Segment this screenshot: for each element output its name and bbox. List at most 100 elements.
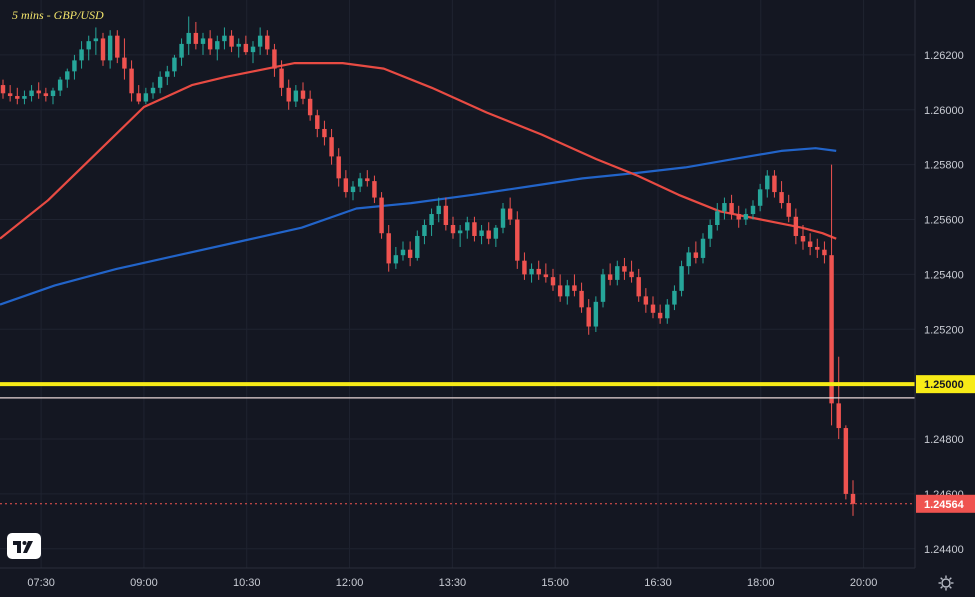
candle[interactable] bbox=[157, 71, 163, 94]
candle[interactable] bbox=[350, 181, 356, 201]
candle[interactable] bbox=[486, 222, 491, 245]
candle[interactable] bbox=[700, 233, 706, 264]
candle[interactable] bbox=[379, 192, 384, 239]
candle[interactable] bbox=[400, 241, 406, 261]
candle[interactable] bbox=[622, 257, 627, 280]
candle[interactable] bbox=[565, 279, 570, 305]
candle[interactable] bbox=[807, 233, 813, 256]
candle[interactable] bbox=[436, 197, 441, 223]
candle[interactable] bbox=[843, 425, 849, 500]
candle[interactable] bbox=[215, 35, 220, 61]
candle[interactable] bbox=[336, 148, 341, 187]
candle[interactable] bbox=[222, 27, 227, 50]
candle[interactable] bbox=[15, 87, 20, 105]
candle[interactable] bbox=[79, 41, 84, 69]
candle[interactable] bbox=[250, 41, 256, 64]
candle[interactable] bbox=[243, 35, 249, 55]
candle[interactable] bbox=[543, 263, 549, 283]
candle[interactable] bbox=[479, 225, 484, 245]
candle[interactable] bbox=[579, 282, 584, 313]
candle[interactable] bbox=[386, 225, 391, 272]
candle[interactable] bbox=[715, 203, 720, 231]
candle[interactable] bbox=[822, 241, 827, 264]
candle[interactable] bbox=[672, 285, 677, 311]
candle[interactable] bbox=[757, 183, 763, 212]
candle[interactable] bbox=[0, 79, 6, 99]
candle[interactable] bbox=[7, 85, 13, 102]
candle[interactable] bbox=[650, 296, 656, 319]
candle[interactable] bbox=[43, 87, 49, 102]
settings-gear-icon[interactable] bbox=[938, 575, 954, 591]
candle[interactable] bbox=[550, 268, 556, 291]
candle[interactable] bbox=[743, 208, 749, 226]
candle[interactable] bbox=[665, 299, 670, 324]
candle[interactable] bbox=[236, 38, 241, 58]
candle[interactable] bbox=[736, 205, 741, 228]
candle[interactable] bbox=[422, 219, 427, 245]
candle[interactable] bbox=[286, 79, 291, 110]
candle[interactable] bbox=[122, 38, 127, 80]
candle[interactable] bbox=[600, 268, 606, 308]
candle[interactable] bbox=[750, 200, 756, 220]
candle[interactable] bbox=[815, 238, 820, 258]
candle[interactable] bbox=[407, 241, 413, 267]
candle[interactable] bbox=[150, 82, 156, 99]
candle[interactable] bbox=[507, 197, 513, 226]
candle[interactable] bbox=[457, 225, 463, 247]
candle[interactable] bbox=[829, 164, 834, 426]
candle[interactable] bbox=[315, 109, 320, 138]
candle[interactable] bbox=[65, 68, 70, 88]
candle[interactable] bbox=[100, 32, 106, 66]
candle[interactable] bbox=[572, 274, 577, 297]
candle[interactable] bbox=[322, 120, 327, 146]
candle[interactable] bbox=[615, 260, 620, 286]
candle[interactable] bbox=[86, 35, 91, 61]
candle[interactable] bbox=[515, 211, 520, 269]
candle[interactable] bbox=[279, 60, 284, 97]
candle[interactable] bbox=[850, 480, 856, 516]
candle[interactable] bbox=[365, 170, 370, 187]
candle[interactable] bbox=[329, 128, 334, 165]
candle[interactable] bbox=[293, 85, 299, 108]
x-axis-panel[interactable] bbox=[0, 568, 915, 597]
candle[interactable] bbox=[93, 27, 99, 55]
candle[interactable] bbox=[693, 241, 699, 264]
candle[interactable] bbox=[629, 260, 634, 283]
candle[interactable] bbox=[593, 296, 599, 333]
tradingview-logo[interactable] bbox=[7, 533, 41, 559]
candle[interactable] bbox=[522, 252, 527, 280]
candle[interactable] bbox=[300, 82, 306, 105]
candle[interactable] bbox=[722, 197, 727, 220]
candle[interactable] bbox=[200, 32, 206, 55]
candle[interactable] bbox=[643, 288, 649, 313]
candle[interactable] bbox=[779, 181, 784, 209]
candle[interactable] bbox=[257, 27, 263, 55]
candle[interactable] bbox=[136, 85, 141, 105]
candle[interactable] bbox=[165, 65, 170, 86]
candle[interactable] bbox=[450, 216, 456, 239]
candle[interactable] bbox=[107, 30, 113, 69]
candle[interactable] bbox=[793, 208, 799, 245]
candle[interactable] bbox=[129, 60, 134, 102]
candle[interactable] bbox=[357, 172, 363, 193]
candle[interactable] bbox=[500, 203, 506, 234]
candle[interactable] bbox=[193, 21, 199, 50]
y-axis-panel[interactable] bbox=[915, 0, 975, 568]
candle[interactable] bbox=[172, 54, 177, 77]
candle[interactable] bbox=[657, 304, 663, 324]
candle[interactable] bbox=[465, 216, 470, 239]
candle[interactable] bbox=[707, 219, 713, 247]
candle[interactable] bbox=[443, 197, 449, 231]
candle[interactable] bbox=[343, 170, 349, 198]
candle[interactable] bbox=[115, 30, 120, 64]
candle[interactable] bbox=[557, 274, 563, 302]
candle[interactable] bbox=[272, 43, 277, 77]
candle[interactable] bbox=[265, 30, 270, 55]
candle[interactable] bbox=[772, 170, 777, 198]
candle[interactable] bbox=[372, 175, 377, 204]
candle[interactable] bbox=[22, 90, 27, 105]
candle[interactable] bbox=[586, 299, 591, 335]
candle[interactable] bbox=[607, 263, 613, 286]
candle[interactable] bbox=[229, 30, 234, 53]
candle[interactable] bbox=[179, 38, 184, 66]
